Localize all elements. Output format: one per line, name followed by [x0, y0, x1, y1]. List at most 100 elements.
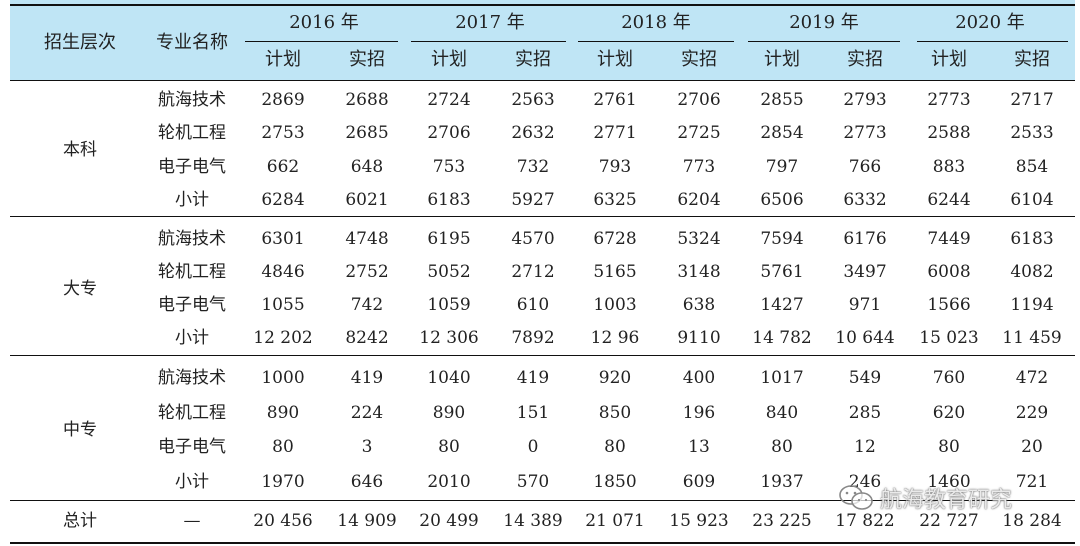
table-cell: 850 — [598, 402, 632, 423]
table-cell: 2753 — [261, 123, 305, 144]
table-cell: 80 — [771, 437, 793, 457]
table-cell: 1194 — [1010, 295, 1054, 315]
major-name: 航海技术 — [158, 229, 226, 249]
table-cell: 6332 — [843, 189, 887, 210]
total-cell: 21 071 — [585, 511, 645, 531]
table-cell: 7594 — [760, 229, 804, 249]
table-cell: 2771 — [593, 123, 637, 144]
table-cell: 760 — [932, 368, 966, 388]
table-cell: 80 — [938, 437, 960, 457]
total-cell: 20 499 — [419, 511, 479, 531]
table-cell: 3 — [361, 437, 373, 457]
table-cell: 570 — [516, 471, 550, 492]
table-cell: 4570 — [511, 229, 555, 249]
table-cell: 13 — [688, 437, 710, 457]
table-cell: 2010 — [427, 471, 471, 492]
header-year: 2020 年 — [955, 12, 1025, 33]
table-cell: 2773 — [843, 123, 887, 144]
table-cell: 400 — [682, 368, 716, 388]
table-cell: 753 — [432, 156, 466, 177]
major-name: 轮机工程 — [158, 402, 226, 423]
table-cell: 4846 — [261, 262, 305, 282]
table-cell: 6195 — [427, 229, 471, 249]
subtotal-label: 小计 — [175, 328, 209, 348]
table-cell: 2706 — [677, 90, 721, 110]
total-cell: 20 456 — [253, 511, 313, 531]
table-cell: 766 — [848, 156, 882, 177]
header-year: 2016 年 — [289, 12, 359, 33]
table-cell: 648 — [350, 156, 384, 177]
table-cell: 2563 — [511, 90, 555, 110]
header-year: 2018 年 — [621, 12, 691, 33]
table-cell: 971 — [848, 295, 882, 315]
table-cell: 2761 — [593, 90, 637, 110]
total-cell: 15 923 — [669, 511, 729, 531]
total-label: 总计 — [63, 511, 97, 531]
group-level-label: 中专 — [63, 419, 97, 440]
table-cell: 840 — [765, 402, 799, 423]
table-cell: 12 — [854, 437, 876, 457]
table-cell: 419 — [350, 368, 384, 388]
year-underline — [411, 41, 566, 42]
table-cell: 285 — [848, 402, 882, 423]
table-cell: 797 — [765, 156, 799, 177]
total-cell: 22 727 — [919, 511, 979, 531]
table-cell: 920 — [598, 368, 632, 388]
group-divider — [10, 216, 1075, 217]
header-major: 专业名称 — [156, 32, 228, 53]
table-cell: 6325 — [593, 189, 637, 210]
header-plan: 计划 — [431, 49, 467, 70]
table-cell: 721 — [1015, 471, 1049, 492]
table-cell: 14 782 — [752, 328, 812, 348]
table-cell: 196 — [682, 402, 716, 423]
major-name: 轮机工程 — [158, 123, 226, 144]
table-cell: 610 — [516, 295, 550, 315]
major-name: 电子电气 — [158, 295, 226, 315]
table-cell: 6506 — [760, 189, 804, 210]
table-cell: 6104 — [1010, 189, 1054, 210]
header-actual: 实招 — [681, 49, 717, 70]
year-underline — [245, 41, 398, 42]
table-cell: 2632 — [511, 123, 555, 144]
watermark: 航海教育研究 — [838, 482, 1012, 514]
header-plan: 计划 — [597, 49, 633, 70]
table-cell: 549 — [848, 368, 882, 388]
table-cell: 2854 — [760, 123, 804, 144]
major-name: 电子电气 — [158, 156, 226, 177]
table-cell: 5165 — [593, 262, 637, 282]
table-cell: 80 — [272, 437, 294, 457]
table-cell: 2869 — [261, 90, 305, 110]
table-cell: 2688 — [345, 90, 389, 110]
table-cell: 1000 — [261, 368, 305, 388]
table-cell: 12 202 — [253, 328, 313, 348]
table-cell: 646 — [350, 471, 384, 492]
table-cell: 1017 — [760, 368, 804, 388]
table-cell: 5324 — [677, 229, 721, 249]
major-name: 航海技术 — [158, 90, 226, 110]
table-cell: 12 96 — [590, 328, 640, 348]
table-cell: 15 023 — [919, 328, 979, 348]
table-cell: 2855 — [760, 90, 804, 110]
header-year: 2019 年 — [789, 12, 859, 33]
table-cell: 2752 — [345, 262, 389, 282]
table-cell: 1850 — [593, 471, 637, 492]
total-divider — [10, 500, 1075, 501]
table-cell: 890 — [266, 402, 300, 423]
table-cell: 80 — [438, 437, 460, 457]
table-cell: 1427 — [760, 295, 804, 315]
table-cell: 419 — [516, 368, 550, 388]
table-cell: 12 306 — [419, 328, 479, 348]
total-cell: 14 909 — [337, 511, 397, 531]
table-cell: 472 — [1015, 368, 1049, 388]
table-cell: 6244 — [927, 189, 971, 210]
table-cell: 3148 — [677, 262, 721, 282]
table-cell: 609 — [682, 471, 716, 492]
year-underline — [748, 41, 900, 42]
table-cell: 2793 — [843, 90, 887, 110]
table-cell: 0 — [527, 437, 539, 457]
top-rule — [10, 4, 1075, 6]
total-cell: 23 225 — [752, 511, 812, 531]
table-cell: 793 — [598, 156, 632, 177]
header-plan: 计划 — [265, 49, 301, 70]
table-cell: 6728 — [593, 229, 637, 249]
